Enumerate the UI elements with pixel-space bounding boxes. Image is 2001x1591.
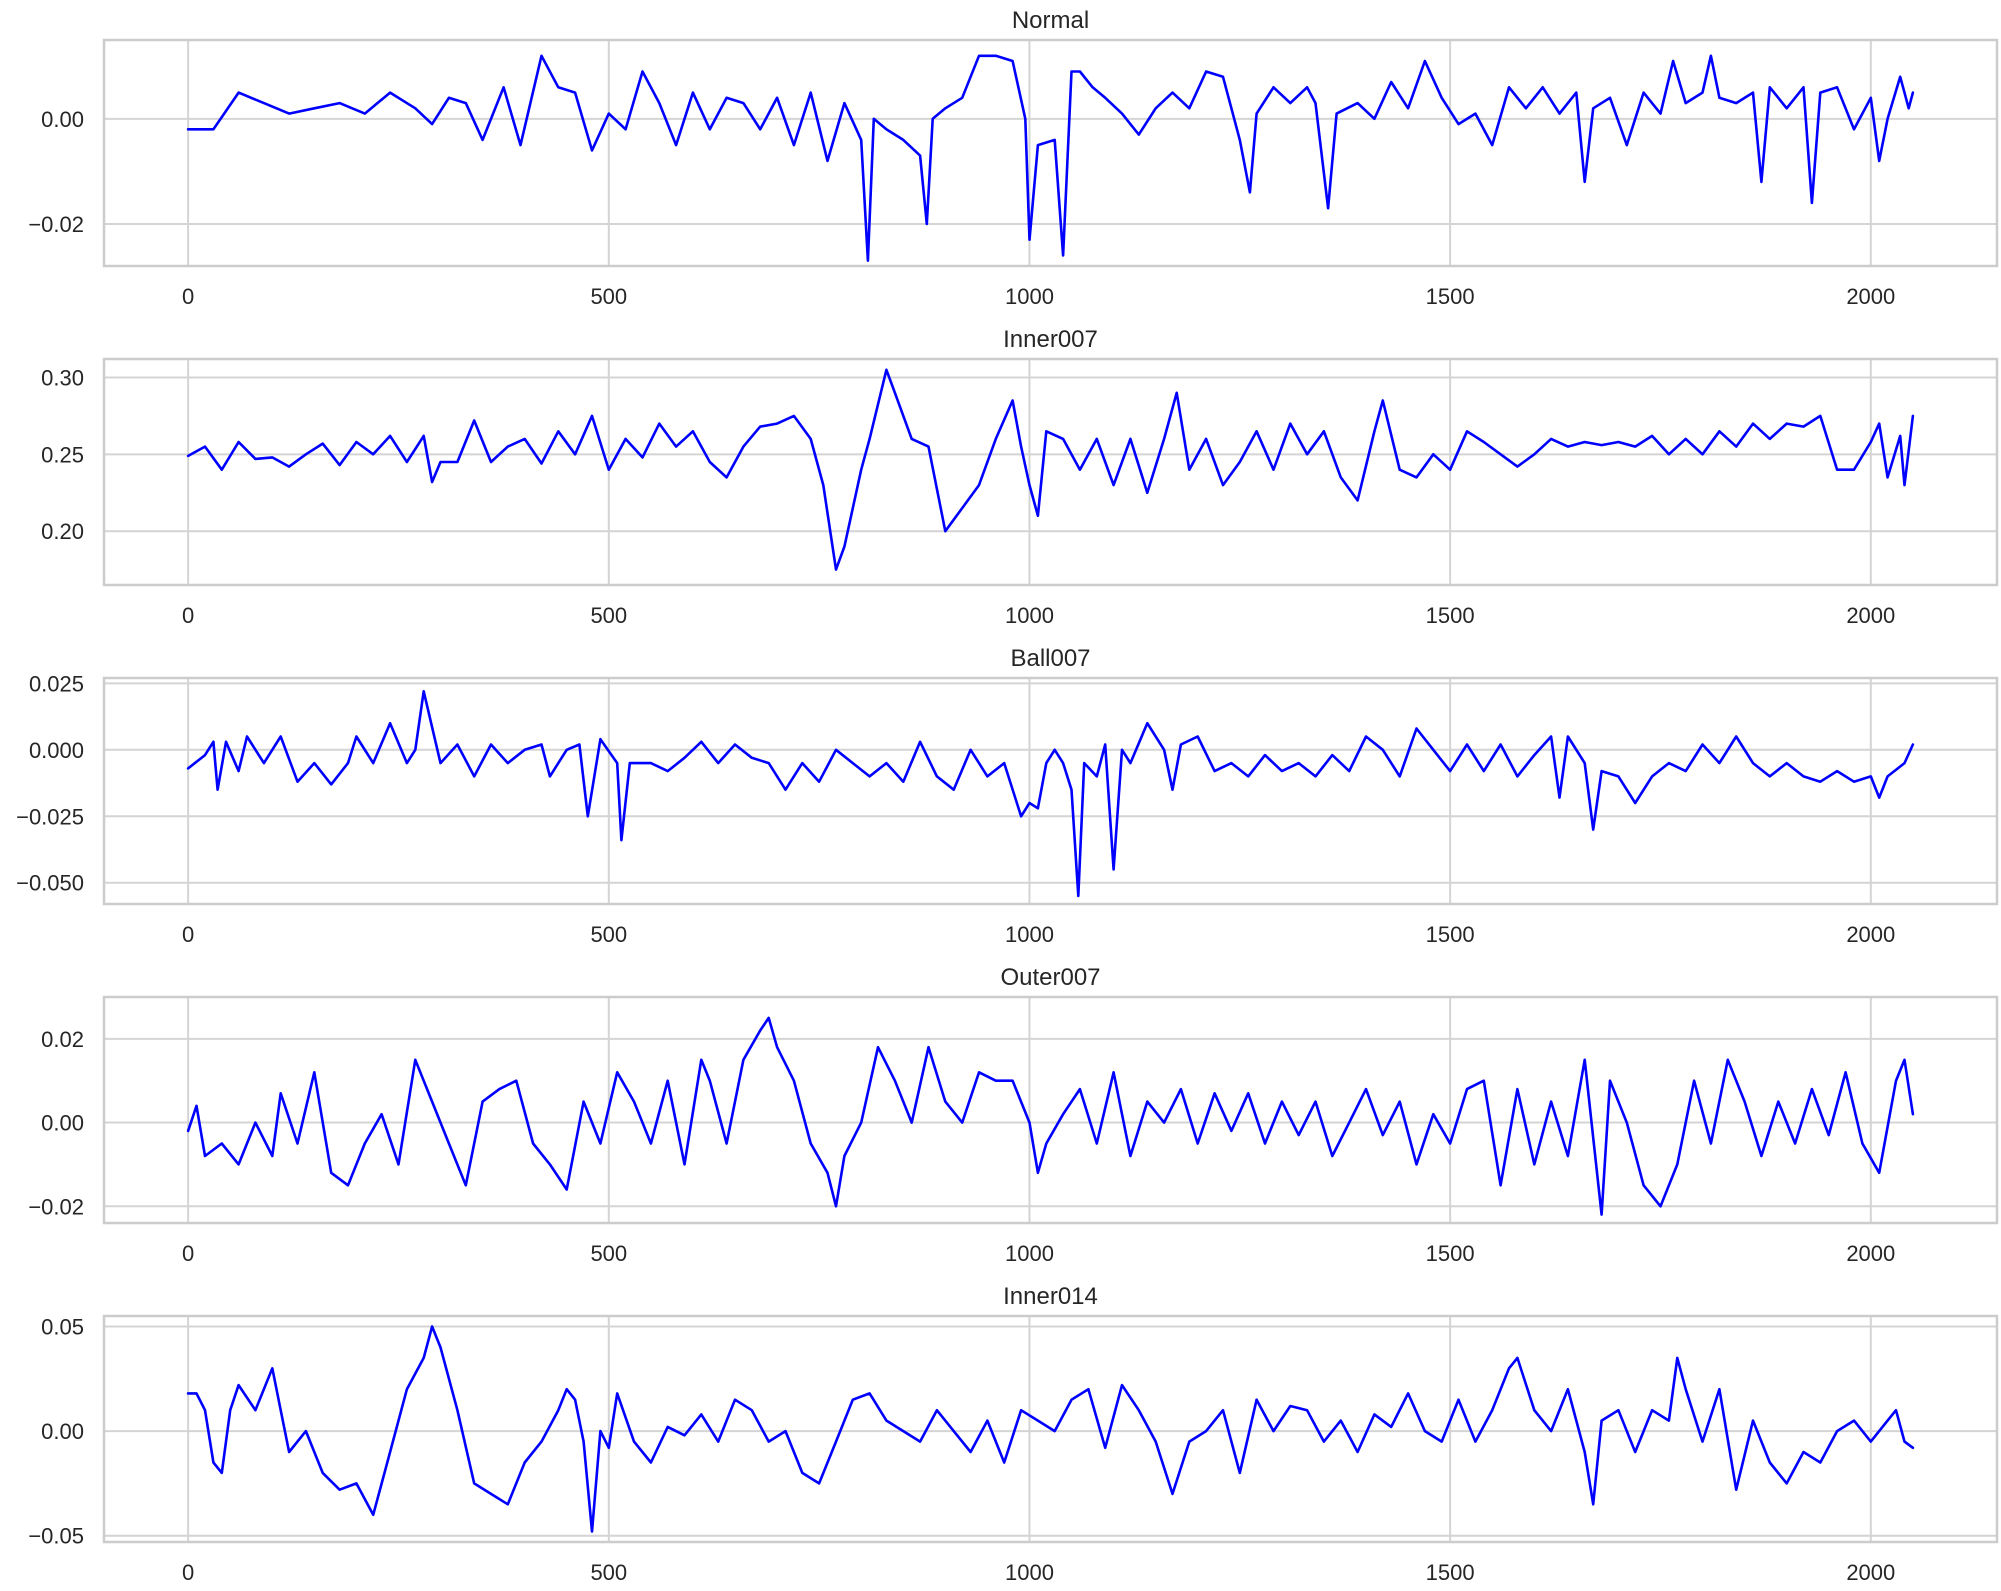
- x-tick-label: 0: [182, 1241, 194, 1266]
- panel-title: Normal: [1012, 7, 1089, 34]
- y-tick-label: 0.02: [41, 1027, 84, 1052]
- axes-frame: [102, 38, 1999, 268]
- y-tick-label: 0.025: [29, 671, 84, 696]
- panel-2: Inner007 0 500 1000 1500 2000 0.20 0.25 0.30: [41, 326, 1999, 628]
- panel-4: Outer007 0 500 1000 1500 2000 −0.02 0.00 0.02: [28, 964, 1999, 1266]
- x-tick-label: 1000: [1005, 1560, 1054, 1585]
- x-tick-label: 0: [182, 603, 194, 628]
- x-tick-label: 1000: [1005, 284, 1054, 309]
- x-tick-label: 1500: [1426, 284, 1475, 309]
- series-line: [186, 368, 1915, 571]
- x-tick-label: 500: [590, 603, 627, 628]
- panel-1: Normal 0 500 1000 1500 2000 −0.02 0.00: [28, 7, 1999, 309]
- panel-5: Inner014 0 500 1000 1500 2000 −0.05 0.00 0.05: [28, 1283, 1999, 1585]
- x-tick-label: 0: [182, 922, 194, 947]
- y-tick-label: −0.025: [16, 804, 84, 829]
- x-tick-label: 1000: [1005, 1241, 1054, 1266]
- panel-title: Ball007: [1010, 645, 1090, 672]
- x-tick-label: 1500: [1426, 603, 1475, 628]
- y-tick-label: 0.000: [29, 738, 84, 763]
- axes-frame: [102, 995, 1999, 1225]
- y-tick-label: 0.05: [41, 1314, 84, 1339]
- x-tick-label: 2000: [1846, 284, 1895, 309]
- x-tick-label: 500: [590, 922, 627, 947]
- panel-title: Outer007: [1000, 964, 1100, 991]
- x-tick-label: 1500: [1426, 1560, 1475, 1585]
- x-tick-label: 1500: [1426, 1241, 1475, 1266]
- y-tick-label: −0.050: [16, 871, 84, 896]
- series-line: [186, 1016, 1915, 1216]
- y-tick-label: −0.02: [28, 1194, 84, 1219]
- x-tick-label: 1000: [1005, 922, 1054, 947]
- y-tick-label: 0.00: [41, 1111, 84, 1136]
- y-tick-label: 0.00: [41, 1419, 84, 1444]
- y-tick-label: −0.05: [28, 1524, 84, 1549]
- x-tick-label: 2000: [1846, 1241, 1895, 1266]
- y-tick-label: 0.20: [41, 519, 84, 544]
- y-tick-label: −0.02: [28, 212, 84, 237]
- x-tick-label: 500: [590, 1560, 627, 1585]
- x-tick-label: 500: [590, 284, 627, 309]
- series-line: [186, 690, 1915, 898]
- x-tick-label: 500: [590, 1241, 627, 1266]
- x-tick-label: 2000: [1846, 922, 1895, 947]
- y-tick-label: 0.30: [41, 365, 84, 390]
- panel-title: Inner014: [1003, 1283, 1098, 1310]
- x-tick-label: 2000: [1846, 603, 1895, 628]
- panel-3: Ball007 0 500 1000 1500 2000 −0.050 −0.025 0.000…: [16, 645, 1999, 947]
- x-tick-label: 2000: [1846, 1560, 1895, 1585]
- series-line: [186, 54, 1915, 262]
- y-tick-label: 0.25: [41, 442, 84, 467]
- axes-frame: [102, 357, 1999, 587]
- x-tick-label: 1500: [1426, 922, 1475, 947]
- x-tick-label: 1000: [1005, 603, 1054, 628]
- panel-title: Inner007: [1003, 326, 1098, 353]
- y-tick-label: 0.00: [41, 107, 84, 132]
- axes-frame: [102, 676, 1999, 906]
- x-tick-label: 0: [182, 1560, 194, 1585]
- x-tick-label: 0: [182, 284, 194, 309]
- series-line: [186, 1325, 1915, 1533]
- axes-frame: [102, 1314, 1999, 1544]
